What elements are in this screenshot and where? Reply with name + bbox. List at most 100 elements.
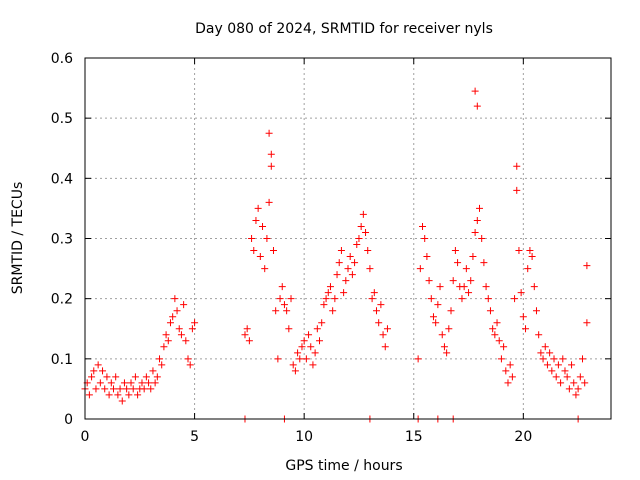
data-point — [171, 295, 179, 303]
data-point — [107, 379, 115, 387]
data-point — [259, 222, 267, 230]
data-point — [252, 216, 260, 224]
x-tick-label: 15 — [405, 429, 423, 445]
data-point — [142, 373, 150, 381]
data-point — [125, 391, 133, 399]
data-point — [381, 343, 389, 351]
data-point — [324, 289, 332, 297]
data-point — [565, 385, 573, 393]
data-point — [263, 235, 271, 242]
data-point — [451, 247, 459, 255]
data-point — [175, 325, 183, 333]
data-point — [480, 259, 488, 267]
data-point — [546, 349, 554, 357]
data-point — [579, 355, 587, 363]
data-point — [460, 283, 468, 291]
data-point — [419, 222, 427, 230]
data-point — [570, 379, 578, 387]
data-point — [449, 277, 457, 285]
data-point — [493, 319, 501, 327]
data-point — [526, 247, 534, 255]
data-point — [372, 307, 380, 315]
data-point — [340, 289, 348, 297]
data-point — [517, 289, 525, 297]
data-point — [287, 295, 295, 303]
data-point — [548, 367, 556, 375]
data-point — [127, 379, 135, 387]
data-point — [476, 204, 483, 212]
data-point — [134, 391, 142, 399]
data-point — [368, 295, 376, 303]
data-point — [434, 301, 442, 309]
data-point — [497, 355, 505, 363]
x-tick-label: 10 — [295, 429, 313, 445]
data-point — [366, 265, 374, 273]
data-point — [164, 337, 172, 345]
data-point — [465, 289, 473, 297]
data-point — [508, 373, 516, 381]
data-point — [191, 319, 199, 327]
x-tick-label: 20 — [514, 429, 532, 445]
y-tick-label: 0 — [64, 412, 73, 428]
data-point — [160, 343, 168, 351]
data-point — [267, 150, 275, 158]
data-point — [140, 385, 148, 393]
data-point — [329, 307, 337, 315]
data-point — [342, 277, 350, 285]
data-point — [272, 307, 280, 315]
data-point — [280, 301, 288, 309]
data-point — [245, 337, 253, 345]
data-point — [180, 301, 188, 309]
data-point — [96, 379, 104, 387]
data-point — [486, 307, 494, 315]
data-point — [462, 265, 470, 273]
data-point — [145, 379, 153, 387]
data-point — [335, 259, 343, 267]
data-point — [506, 361, 514, 369]
data-point — [563, 373, 571, 381]
data-point — [316, 337, 324, 345]
data-point — [169, 313, 177, 321]
data-point — [539, 355, 547, 363]
data-point — [129, 385, 137, 393]
data-point — [326, 283, 334, 291]
data-point — [559, 355, 567, 363]
data-point — [351, 259, 359, 267]
data-point — [416, 265, 424, 273]
data-point — [274, 355, 282, 363]
data-point — [513, 186, 521, 194]
data-point — [550, 355, 558, 363]
data-point — [524, 265, 532, 273]
x-axis-label: GPS time / hours — [285, 458, 402, 474]
data-point — [138, 379, 146, 387]
data-point — [269, 247, 277, 255]
data-point — [425, 277, 433, 285]
data-point — [313, 325, 321, 333]
x-tick-label: 5 — [190, 429, 199, 445]
data-point — [535, 331, 543, 339]
data-point — [109, 385, 117, 393]
data-point — [256, 253, 264, 261]
data-point — [557, 379, 565, 387]
data-point — [445, 325, 453, 333]
data-point — [421, 235, 429, 242]
data-point — [359, 210, 367, 218]
data-point — [471, 228, 479, 236]
data-point — [504, 379, 512, 387]
data-point — [151, 379, 159, 387]
data-point — [438, 331, 446, 339]
data-point — [583, 319, 591, 327]
data-point — [348, 271, 356, 279]
data-point — [454, 259, 462, 267]
data-point — [298, 343, 306, 351]
data-point — [186, 361, 194, 369]
data-point — [429, 313, 437, 321]
data-point — [478, 235, 486, 242]
data-point — [484, 295, 492, 303]
data-points — [81, 87, 591, 423]
data-point — [131, 373, 139, 381]
data-point — [331, 295, 339, 303]
data-point — [495, 337, 503, 345]
data-point — [574, 385, 582, 393]
